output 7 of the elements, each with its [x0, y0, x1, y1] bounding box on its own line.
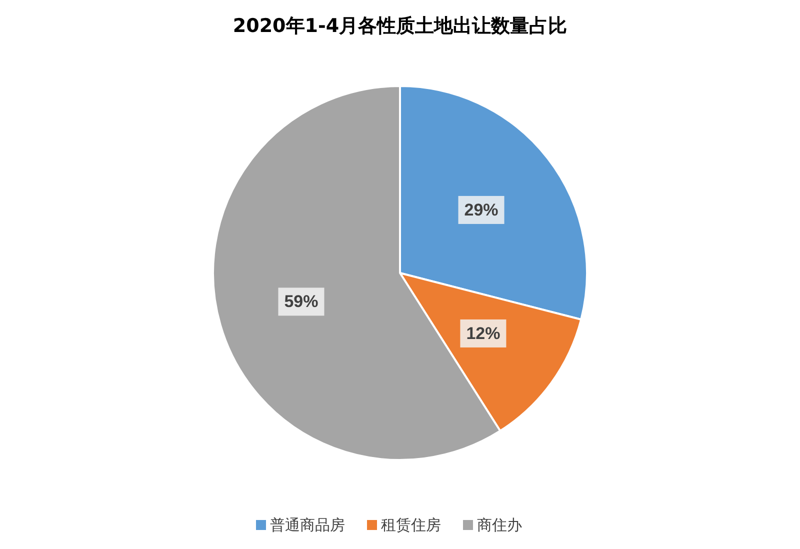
legend-label: 租赁住房 — [381, 516, 441, 534]
chart-title: 2020年1-4月各性质土地出让数量占比 — [232, 15, 568, 37]
legend-label: 普通商品房 — [270, 516, 345, 534]
data-label: 12% — [466, 324, 500, 343]
data-label: 59% — [284, 292, 318, 312]
data-label: 29% — [464, 200, 498, 220]
legend-label: 商住办 — [477, 516, 522, 534]
